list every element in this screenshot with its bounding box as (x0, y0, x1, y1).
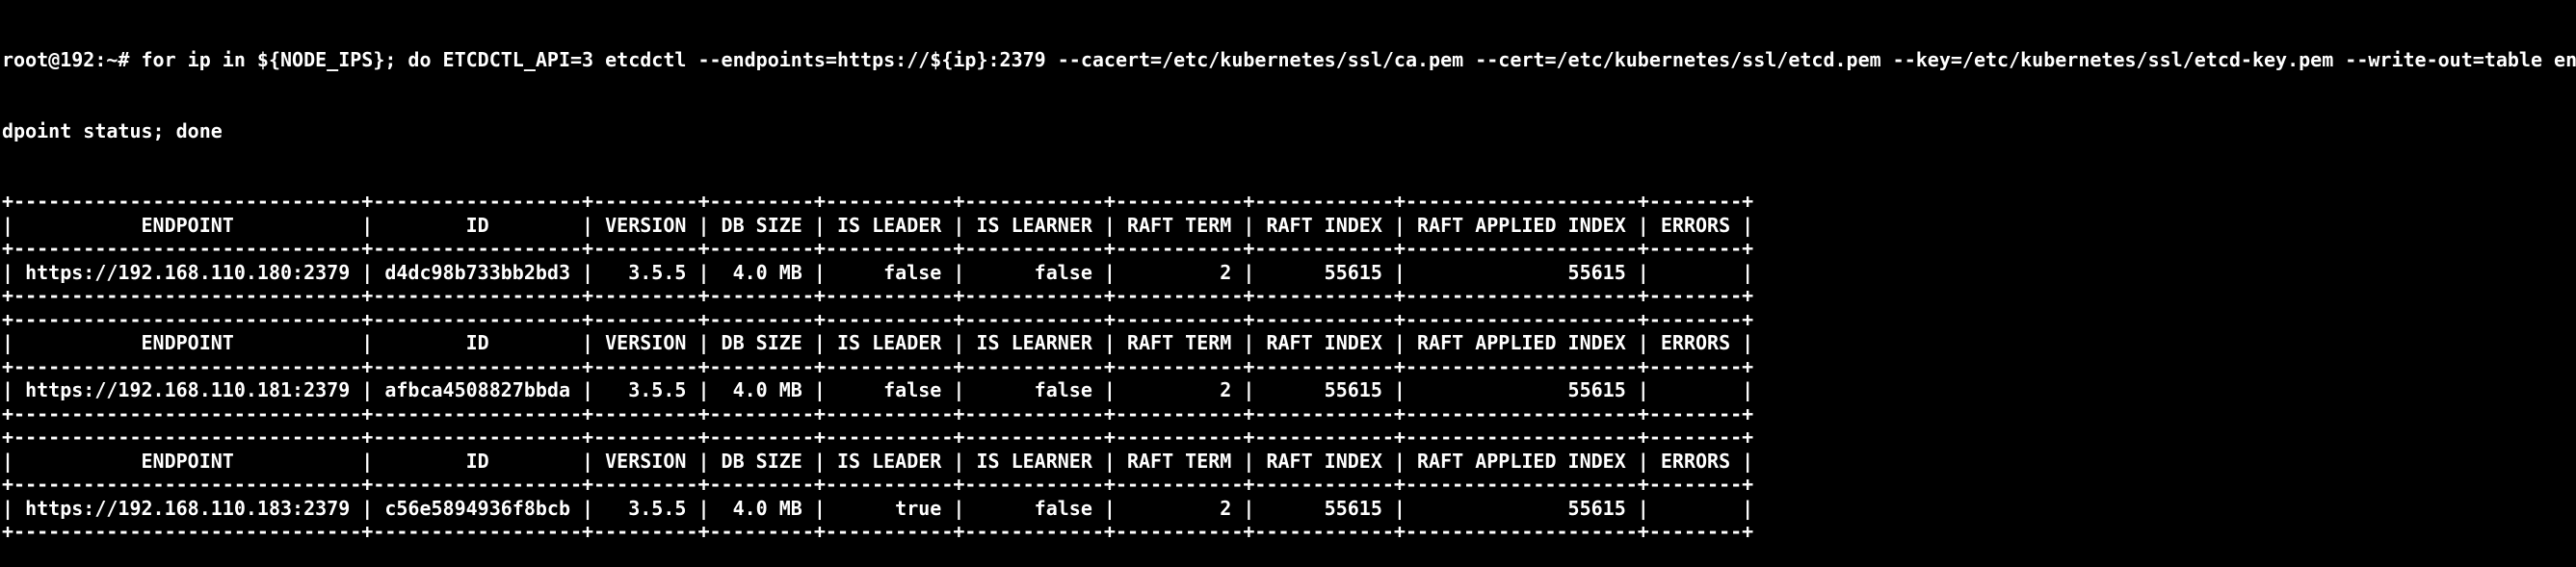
terminal-window[interactable]: root@192:~# for ip in ${NODE_IPS}; do ET… (0, 0, 2576, 543)
shell-command-line-1: root@192:~# for ip in ${NODE_IPS}; do ET… (2, 48, 2576, 71)
etcd-status-table: +------------------------------+--------… (2, 190, 1754, 307)
etcd-status-table: +------------------------------+--------… (2, 425, 1754, 543)
etcd-status-table: +------------------------------+--------… (2, 307, 1754, 425)
shell-command-line-2: dpoint status; done (2, 118, 223, 142)
etcd-status-tables: +------------------------------+--------… (2, 190, 2576, 544)
